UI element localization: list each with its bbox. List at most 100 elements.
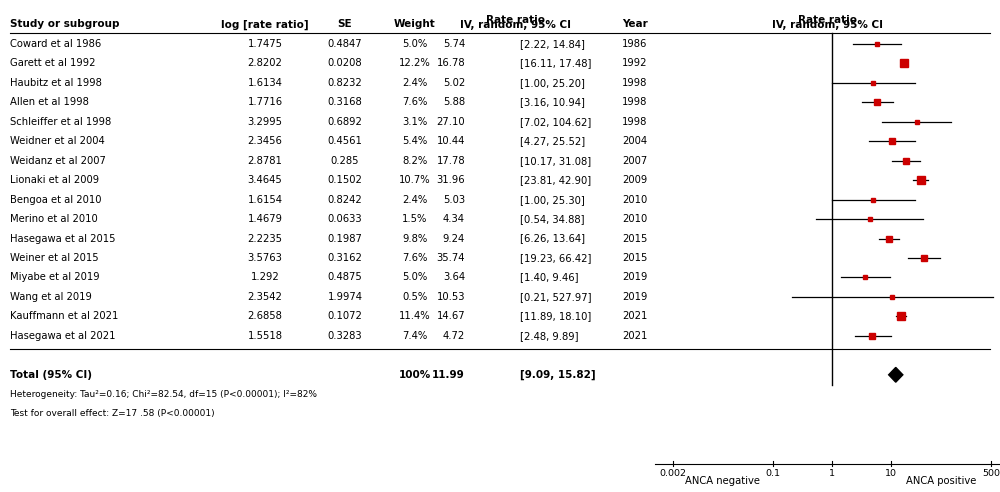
Text: Weidanz et al 2007: Weidanz et al 2007 (10, 156, 106, 166)
Text: 1.5518: 1.5518 (248, 331, 283, 341)
Text: 0.002: 0.002 (659, 469, 686, 479)
Text: 0.1: 0.1 (766, 469, 781, 479)
Text: Test for overall effect: Z=17 .58 (P<0.00001): Test for overall effect: Z=17 .58 (P<0.0… (10, 409, 215, 418)
Text: Weidner et al 2004: Weidner et al 2004 (10, 136, 105, 146)
Text: 1998: 1998 (622, 97, 648, 107)
Text: 0.4561: 0.4561 (328, 136, 362, 146)
Text: Bengoa et al 2010: Bengoa et al 2010 (10, 195, 102, 205)
Text: 11.4%: 11.4% (399, 311, 431, 321)
Text: ANCA negative: ANCA negative (685, 476, 760, 486)
Text: 100%: 100% (399, 370, 431, 380)
Text: 0.4875: 0.4875 (328, 273, 362, 282)
Text: [3.16, 10.94]: [3.16, 10.94] (520, 97, 585, 107)
Text: Coward et al 1986: Coward et al 1986 (10, 39, 101, 49)
Text: [1.00, 25.20]: [1.00, 25.20] (520, 78, 585, 88)
Text: 1.6154: 1.6154 (248, 195, 283, 205)
Text: 0.1987: 0.1987 (328, 234, 362, 244)
Text: [23.81, 42.90]: [23.81, 42.90] (520, 175, 591, 185)
Text: 27.10: 27.10 (436, 117, 465, 127)
Text: [16.11, 17.48]: [16.11, 17.48] (520, 59, 591, 68)
Text: 2.8202: 2.8202 (248, 59, 282, 68)
Text: 1: 1 (829, 469, 835, 479)
Text: 0.285: 0.285 (331, 156, 359, 166)
Text: 0.0208: 0.0208 (328, 59, 362, 68)
Text: 1.5%: 1.5% (402, 214, 428, 224)
Text: 1.6134: 1.6134 (248, 78, 282, 88)
Text: 31.96: 31.96 (436, 175, 465, 185)
Text: 5.0%: 5.0% (402, 39, 428, 49)
Text: 1998: 1998 (622, 78, 648, 88)
Text: 2.4%: 2.4% (402, 78, 428, 88)
Text: 2015: 2015 (622, 253, 648, 263)
Text: 7.6%: 7.6% (402, 97, 428, 107)
Text: 3.1%: 3.1% (402, 117, 428, 127)
Text: IV, random, 95% CI: IV, random, 95% CI (772, 21, 883, 31)
Text: 0.3283: 0.3283 (328, 331, 362, 341)
Text: 0.6892: 0.6892 (328, 117, 362, 127)
Text: [7.02, 104.62]: [7.02, 104.62] (520, 117, 591, 127)
Text: 5.4%: 5.4% (402, 136, 428, 146)
Text: 5.02: 5.02 (443, 78, 465, 88)
Text: 2.8781: 2.8781 (248, 156, 282, 166)
Text: 1.292: 1.292 (251, 273, 279, 282)
Text: 10.53: 10.53 (436, 292, 465, 302)
Text: 9.24: 9.24 (443, 234, 465, 244)
Text: 17.78: 17.78 (436, 156, 465, 166)
Text: 1998: 1998 (622, 117, 648, 127)
Text: 7.6%: 7.6% (402, 253, 428, 263)
Text: 2010: 2010 (622, 214, 648, 224)
Text: IV, random, 95% CI: IV, random, 95% CI (460, 21, 570, 31)
Text: 1986: 1986 (622, 39, 648, 49)
Text: [10.17, 31.08]: [10.17, 31.08] (520, 156, 591, 166)
Text: 5.74: 5.74 (443, 39, 465, 49)
Text: 0.3168: 0.3168 (328, 97, 362, 107)
Text: 3.5763: 3.5763 (248, 253, 282, 263)
Text: Schleiffer et al 1998: Schleiffer et al 1998 (10, 117, 111, 127)
Text: 1992: 1992 (622, 59, 648, 68)
Text: 2019: 2019 (622, 292, 648, 302)
Text: 3.64: 3.64 (443, 273, 465, 282)
Text: SE: SE (338, 20, 352, 30)
Text: Total (95% CI): Total (95% CI) (10, 370, 92, 380)
Text: 2021: 2021 (622, 331, 648, 341)
Text: 2009: 2009 (622, 175, 648, 185)
Text: 0.8242: 0.8242 (328, 195, 362, 205)
Text: Hasegawa et al 2021: Hasegawa et al 2021 (10, 331, 116, 341)
Polygon shape (889, 368, 903, 382)
Text: 2.6858: 2.6858 (248, 311, 282, 321)
Text: 5.0%: 5.0% (402, 273, 428, 282)
Text: 1.4679: 1.4679 (248, 214, 283, 224)
Text: 0.4847: 0.4847 (328, 39, 362, 49)
Text: 3.2995: 3.2995 (248, 117, 283, 127)
Text: 10.44: 10.44 (437, 136, 465, 146)
Text: Miyabe et al 2019: Miyabe et al 2019 (10, 273, 100, 282)
Text: Study or subgroup: Study or subgroup (10, 20, 120, 30)
Text: 16.78: 16.78 (436, 59, 465, 68)
Text: 500: 500 (982, 469, 1000, 479)
Text: 9.8%: 9.8% (402, 234, 428, 244)
Text: 2.3456: 2.3456 (248, 136, 282, 146)
Text: Kauffmann et al 2021: Kauffmann et al 2021 (10, 311, 118, 321)
Text: 35.74: 35.74 (436, 253, 465, 263)
Text: [1.00, 25.30]: [1.00, 25.30] (520, 195, 585, 205)
Text: Rate ratio: Rate ratio (486, 15, 544, 25)
Text: 10.7%: 10.7% (399, 175, 431, 185)
Text: Allen et al 1998: Allen et al 1998 (10, 97, 89, 107)
Text: [0.54, 34.88]: [0.54, 34.88] (520, 214, 584, 224)
Text: Hasegawa et al 2015: Hasegawa et al 2015 (10, 234, 116, 244)
Text: [4.27, 25.52]: [4.27, 25.52] (520, 136, 585, 146)
Text: 1.7475: 1.7475 (248, 39, 283, 49)
Text: Heterogeneity: Tau²=0.16; Chi²=82.54, df=15 (P<0.00001); I²=82%: Heterogeneity: Tau²=0.16; Chi²=82.54, df… (10, 390, 317, 399)
Text: 2015: 2015 (622, 234, 648, 244)
Text: Weight: Weight (394, 20, 436, 30)
Text: 2.3542: 2.3542 (248, 292, 282, 302)
Text: 10: 10 (885, 469, 897, 479)
Text: 2004: 2004 (622, 136, 648, 146)
Text: Garett et al 1992: Garett et al 1992 (10, 59, 96, 68)
Text: ANCA positive: ANCA positive (906, 476, 976, 486)
Text: Year: Year (622, 20, 648, 30)
Text: 2019: 2019 (622, 273, 648, 282)
Text: 1.9974: 1.9974 (328, 292, 362, 302)
Text: 8.2%: 8.2% (402, 156, 428, 166)
Text: 5.03: 5.03 (443, 195, 465, 205)
